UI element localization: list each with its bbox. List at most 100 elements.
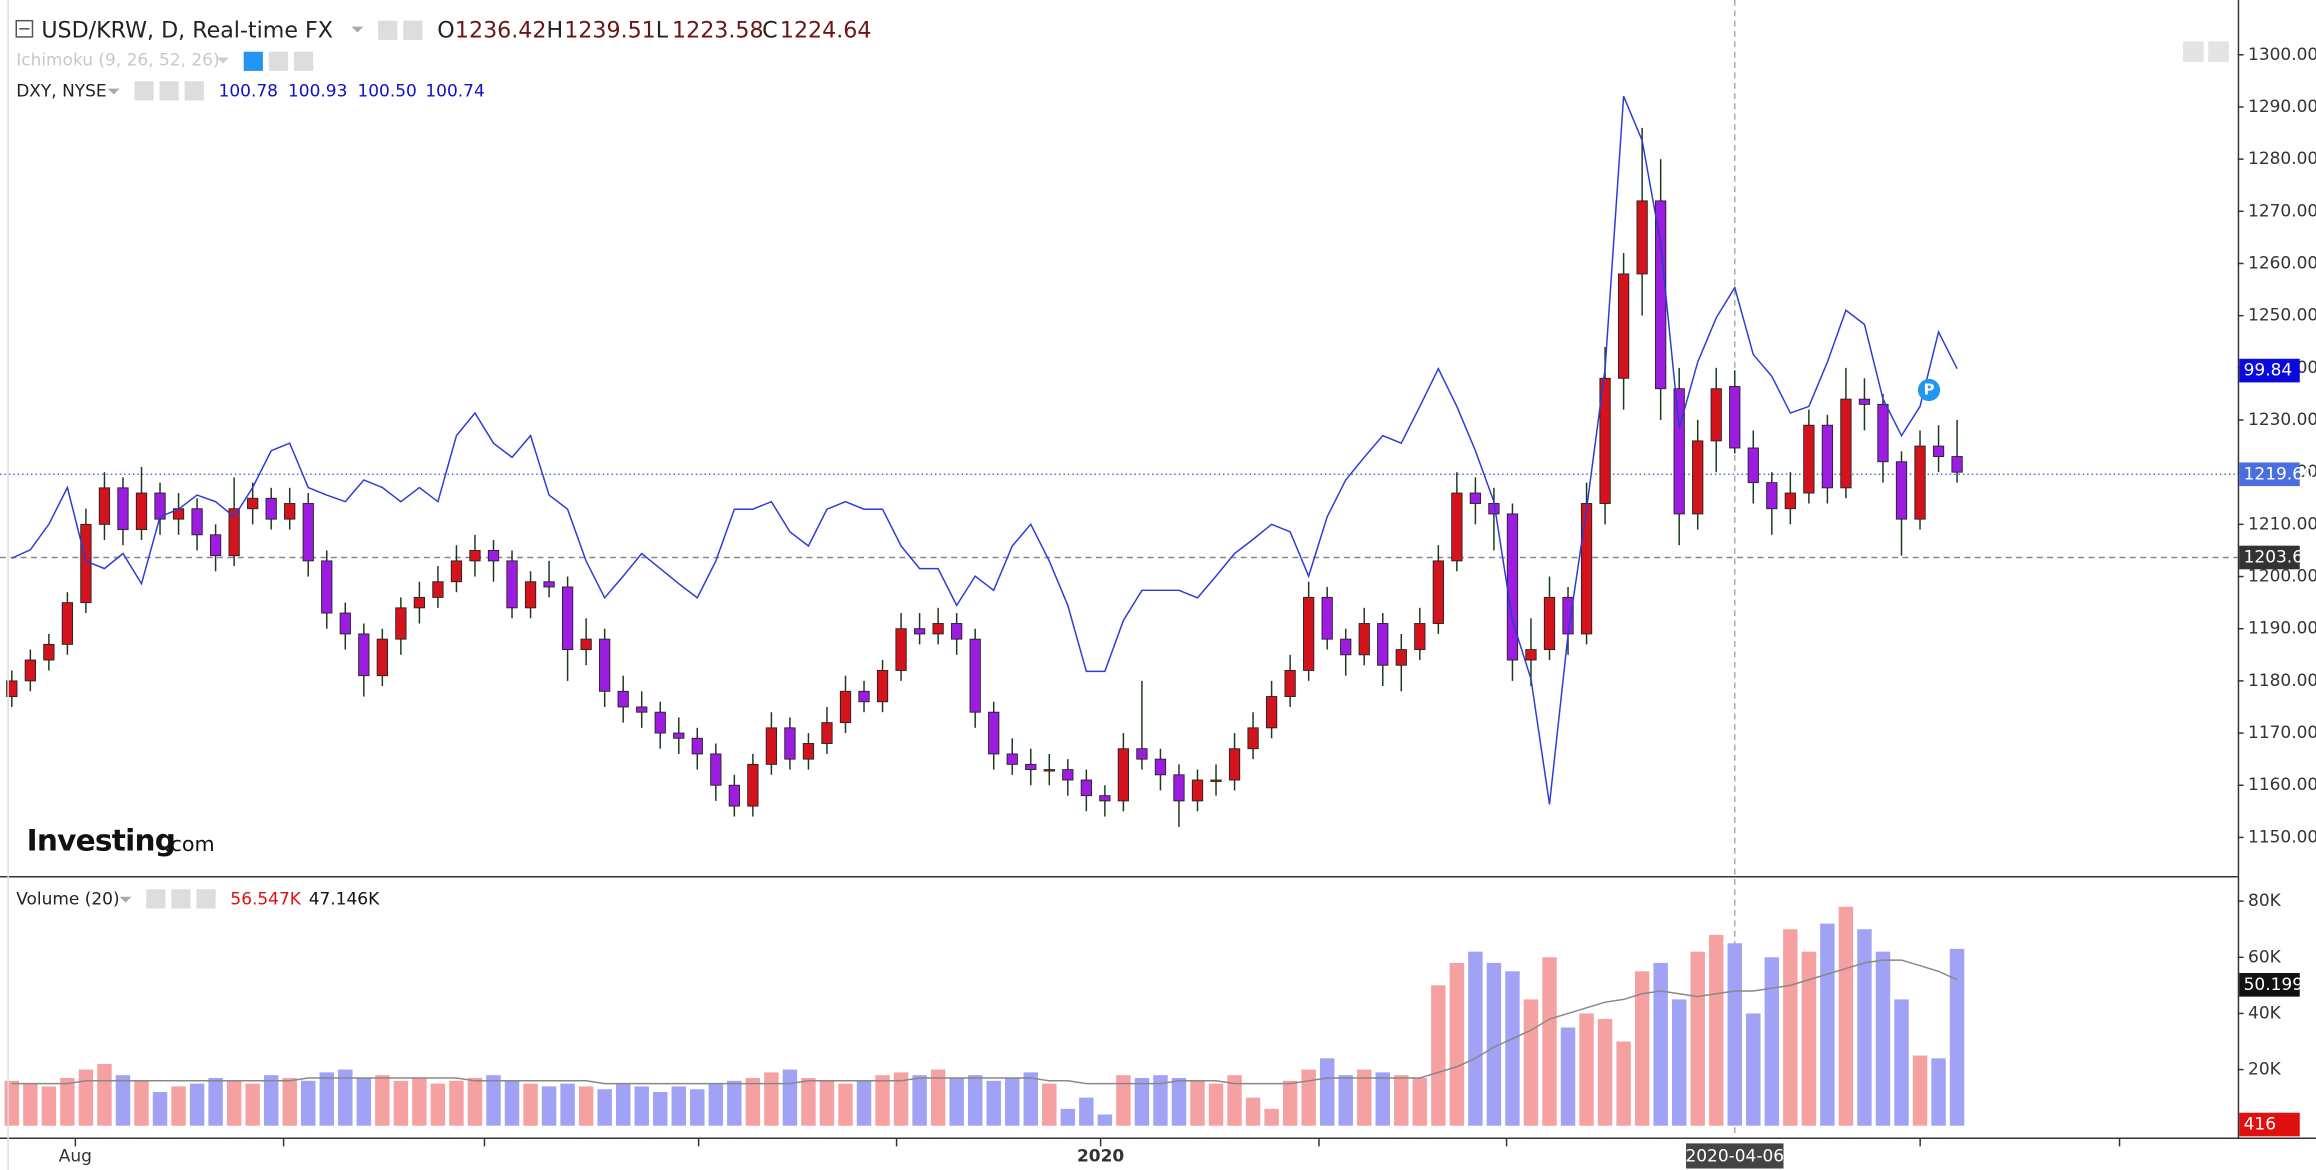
y-tick-label: 1200.00 [2248,567,2316,587]
eye-button[interactable] [134,81,154,101]
candle-body [43,643,55,661]
price-line-text: 1219.60 [2244,464,2314,484]
event-marker [1917,378,1941,402]
volume-bar [1653,962,1668,1126]
volume-bar [1912,1055,1928,1126]
volume-bar [449,1080,464,1126]
volume-bar [282,1077,297,1126]
volume-bar [1709,934,1724,1126]
candle-body [265,497,277,520]
volume-bar [171,1086,186,1126]
volume-bar [1523,999,1539,1126]
volume-bar [97,1063,112,1126]
dxy-line [11,95,1958,805]
dropdown-arrow[interactable] [119,896,132,903]
volume-bar [412,1077,427,1126]
volume-bar [1338,1075,1353,1126]
dropdown-arrow[interactable] [351,26,364,33]
candle-body [1358,623,1370,656]
volume-bar [1746,1013,1761,1126]
dropdown-arrow[interactable] [217,57,229,64]
volume-bar [226,1080,242,1126]
dxy-last-box [2239,358,2300,383]
volume-bar [930,1069,946,1126]
candle-body [1951,456,1963,473]
volume-bar [1023,1072,1038,1126]
eye-button[interactable] [243,51,263,71]
volume-bar [967,1075,983,1126]
candle-body [1025,763,1037,771]
ohlc-key: L [656,18,669,44]
candle-body [413,596,426,609]
candle-body [876,670,889,703]
y-tick-label: 1180.00 [2248,671,2316,691]
candle-body [1877,403,1889,463]
volume-bar [875,1075,890,1126]
settings-button[interactable] [403,20,423,40]
volume-value: 56.547K [230,890,301,910]
candle-body [117,487,129,531]
candle-body [1784,492,1796,510]
candle-body [580,638,592,651]
scroll-button[interactable] [2183,41,2204,63]
remove-button[interactable] [196,889,216,909]
y-tick-label: 1280.00 [2248,149,2316,169]
remove-button[interactable] [293,51,314,71]
volume-bar [1412,1077,1428,1126]
ohlc-key: O [437,18,454,44]
volume-tick-label: 80K [2248,891,2282,911]
volume-bar [986,1080,1001,1126]
collapse-button[interactable] [15,19,34,38]
dropdown-arrow[interactable] [107,88,120,95]
candle-body [802,743,815,760]
x-tick-label: 2020 [1077,1147,1124,1167]
volume-bar [745,1077,761,1126]
plot-layer [0,0,2244,1147]
candle-body [636,706,648,713]
volume-bar [949,1077,964,1126]
candle-body [61,602,74,645]
settings-button[interactable] [171,889,191,909]
candle-body [506,560,518,609]
candle-body [1562,596,1574,635]
volume-bar [1949,948,1965,1126]
volume-bar [653,1092,668,1126]
volume-ma-value: 47.146K [309,890,380,910]
event-marker-label: P [1924,382,1935,399]
candle-body [395,607,407,640]
candle-body [1766,482,1778,510]
overlay-value: 100.50 [357,82,416,102]
volume-ma-text: 50.199K [2244,975,2315,995]
candle-body [932,623,944,635]
candle-body [1099,795,1111,802]
crosshair-date-text: 2020-04-06 [1685,1147,1784,1167]
y-tick-label: 1210.00 [2248,514,2316,534]
candle-body [710,753,722,786]
symbol-title: USD/KRW, D, Real-time FX [41,18,333,44]
volume-bar [1727,943,1742,1126]
eye-button[interactable] [146,889,166,909]
candle-body [228,508,240,557]
x-tick-label: Aug [59,1147,92,1167]
candle-body [80,523,92,604]
candle-body [1655,200,1667,390]
volume-bar [1560,1027,1576,1126]
remove-button[interactable] [184,81,204,101]
y-tick-label: 1230.00 [2248,410,2316,430]
candle-body [1803,424,1815,494]
candle-body [1580,503,1593,635]
candle-body [1451,492,1463,562]
settings-button[interactable] [268,51,289,71]
volume-bar [1801,951,1817,1126]
volume-bar [467,1077,483,1126]
settings-button[interactable] [159,81,179,101]
volume-bar [1820,923,1835,1126]
y-tick-label: 1250.00 [2248,306,2316,326]
volume-bar [690,1089,705,1126]
scroll-button[interactable] [2208,41,2229,63]
overlay-value: 100.93 [288,82,347,102]
eye-button[interactable] [378,20,398,40]
volume-bar [1431,985,1446,1126]
volume-bar [301,1080,316,1126]
